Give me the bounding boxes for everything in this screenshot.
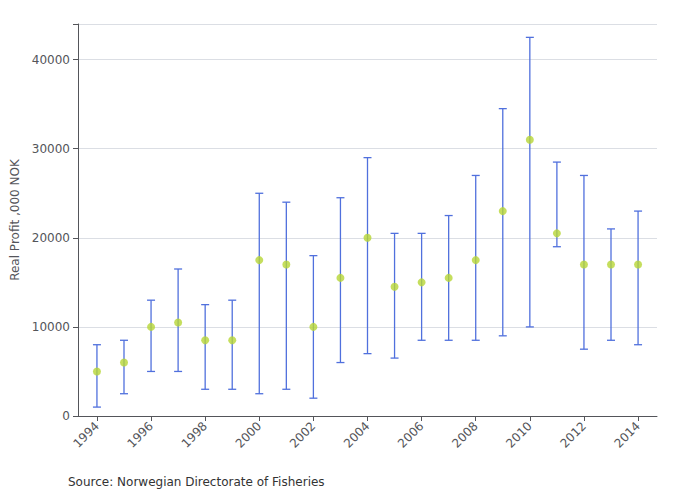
svg-text:2010: 2010 — [503, 419, 534, 450]
svg-text:1994: 1994 — [70, 419, 101, 450]
svg-text:Source: Norwegian Directorate: Source: Norwegian Directorate of Fisheri… — [68, 475, 325, 489]
svg-text:2008: 2008 — [449, 419, 480, 450]
svg-text:20000: 20000 — [32, 231, 70, 245]
svg-text:2002: 2002 — [287, 419, 318, 450]
svg-text:30000: 30000 — [32, 142, 70, 156]
svg-text:Real Profit ,000 NOK: Real Profit ,000 NOK — [8, 158, 22, 281]
svg-text:40000: 40000 — [32, 53, 70, 67]
svg-text:2012: 2012 — [557, 419, 588, 450]
svg-text:0: 0 — [62, 409, 70, 423]
svg-text:1998: 1998 — [179, 419, 210, 450]
svg-text:2014: 2014 — [612, 419, 643, 450]
svg-text:1996: 1996 — [125, 419, 156, 450]
svg-text:2006: 2006 — [395, 419, 426, 450]
svg-text:10000: 10000 — [32, 320, 70, 334]
svg-text:2004: 2004 — [341, 419, 372, 450]
svg-text:2000: 2000 — [233, 419, 264, 450]
